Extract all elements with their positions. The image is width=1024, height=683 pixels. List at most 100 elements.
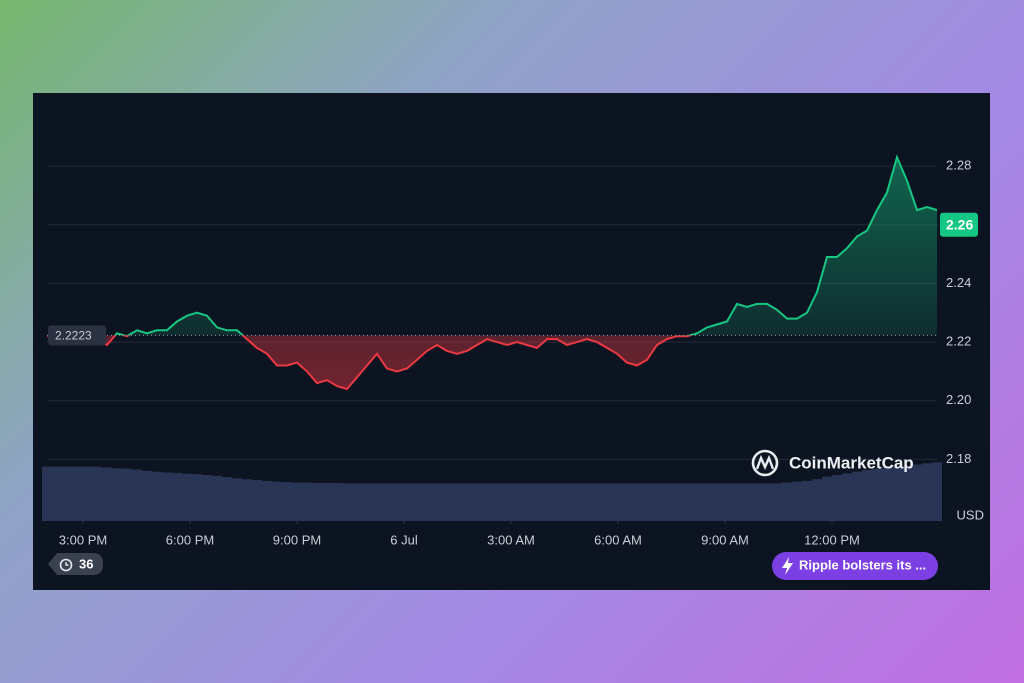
- volume-bar: [812, 479, 822, 521]
- volume-bar: [392, 483, 402, 521]
- volume-bar: [182, 473, 192, 521]
- volume-bar: [472, 483, 482, 521]
- volume-bar: [92, 466, 102, 521]
- volume-bar: [482, 483, 492, 521]
- volume-bar: [52, 466, 62, 521]
- x-tick-label: 12:00 PM: [804, 532, 860, 547]
- news-pill[interactable]: Ripple bolsters its ...: [772, 552, 938, 580]
- volume-bar: [642, 483, 652, 521]
- badge-count: 36: [79, 556, 93, 571]
- volume-bar: [202, 475, 212, 521]
- x-tick-label: 3:00 AM: [487, 532, 535, 547]
- baseline-label: 2.2223: [55, 328, 92, 342]
- volume-bar: [702, 483, 712, 521]
- volume-bar: [242, 479, 252, 521]
- y-tick-label: 2.28: [946, 158, 971, 173]
- current-price-box: [940, 212, 978, 237]
- volume-bar: [232, 478, 242, 521]
- volume-bar: [922, 463, 932, 521]
- volume-bar: [932, 462, 942, 521]
- volume-bar: [742, 483, 752, 521]
- y-unit: USD: [957, 507, 984, 522]
- news-text: Ripple bolsters its ...: [799, 557, 926, 572]
- x-tick-label: 9:00 PM: [273, 532, 321, 547]
- volume-bar: [622, 483, 632, 521]
- y-tick-label: 2.20: [946, 392, 971, 407]
- price-line-up: [47, 154, 937, 336]
- volume-bar: [732, 483, 742, 521]
- volume-bar: [42, 466, 52, 521]
- volume-bar: [302, 482, 312, 521]
- volume-bar: [82, 466, 92, 521]
- volume-bar: [412, 483, 422, 521]
- volume-bar: [692, 483, 702, 521]
- volume-bar: [852, 471, 862, 521]
- volume-bar: [342, 483, 352, 521]
- y-tick-label: 2.24: [946, 275, 971, 290]
- volume-bar: [802, 480, 812, 521]
- volume-bar: [442, 483, 452, 521]
- volume-bar: [792, 481, 802, 521]
- volume-bar: [662, 483, 672, 521]
- x-tick-label: 6:00 AM: [594, 532, 642, 547]
- volume-bar: [402, 483, 412, 521]
- volume-bar: [492, 483, 502, 521]
- volume-bar: [752, 483, 762, 521]
- volume-bar: [772, 483, 782, 521]
- volume-bar: [62, 466, 72, 521]
- volume-bar: [822, 476, 832, 521]
- volume-bar: [132, 469, 142, 521]
- volume-bar: [282, 482, 292, 521]
- volume-bar: [722, 483, 732, 521]
- volume-bar: [352, 483, 362, 521]
- volume-bar: [892, 466, 902, 521]
- volume-bar: [912, 464, 922, 521]
- volume-bar: [652, 483, 662, 521]
- volume-bar: [882, 467, 892, 521]
- x-tick-label: 6 Jul: [390, 532, 418, 547]
- watermark-text: CoinMarketCap: [789, 453, 914, 472]
- volume-bar: [152, 471, 162, 521]
- volume-bar: [422, 483, 432, 521]
- x-tick-label: 9:00 AM: [701, 532, 749, 547]
- volume-bar: [682, 483, 692, 521]
- x-tick-label: 6:00 PM: [166, 532, 214, 547]
- volume-bar: [252, 480, 262, 521]
- volume-bar: [532, 483, 542, 521]
- volume-bar: [782, 482, 792, 521]
- volume-bar: [362, 483, 372, 521]
- baseline-box: [48, 325, 106, 346]
- volume-bar: [272, 481, 282, 521]
- watermark: CoinMarketCap: [751, 449, 914, 477]
- volume-bar: [762, 483, 772, 521]
- volume-bar: [382, 483, 392, 521]
- history-badge[interactable]: 36: [48, 553, 103, 575]
- volume-bar: [602, 483, 612, 521]
- volume-bar: [192, 474, 202, 521]
- volume-bar: [542, 483, 552, 521]
- volume-bar: [72, 466, 82, 521]
- price-line-down: [47, 335, 694, 391]
- volume-bar: [842, 473, 852, 521]
- volume-bar: [112, 468, 122, 521]
- volume-bar: [432, 483, 442, 521]
- volume-bar: [832, 475, 842, 521]
- volume-bar: [582, 483, 592, 521]
- volume-bar: [452, 483, 462, 521]
- volume-bar: [632, 483, 642, 521]
- volume-bar: [502, 483, 512, 521]
- volume-bar: [462, 483, 472, 521]
- volume-bar: [572, 483, 582, 521]
- y-tick-label: 2.22: [946, 334, 971, 349]
- volume-bar: [262, 480, 272, 521]
- volume-bar: [872, 468, 882, 521]
- volume-bar: [522, 483, 532, 521]
- volume-bar: [562, 483, 572, 521]
- volume-bar: [312, 482, 322, 521]
- volume-bar: [122, 468, 132, 521]
- volume-bar: [862, 470, 872, 521]
- volume-bar: [592, 483, 602, 521]
- volume-bar: [512, 483, 522, 521]
